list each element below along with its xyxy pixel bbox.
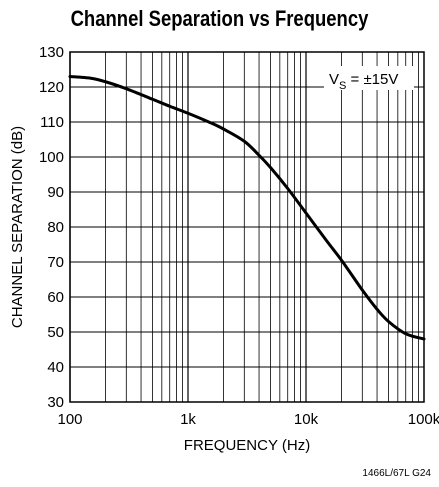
x-tick-label: 100 [57,411,82,428]
y-tick-label: 70 [47,254,64,271]
channel-separation-line [68,75,426,341]
x-axis-label: FREQUENCY (Hz) [184,437,310,454]
y-tick-label: 130 [39,44,64,61]
x-tick-label: 1k [180,411,196,428]
chart-title: Channel Separation vs Frequency [70,6,369,31]
y-tick-label: 120 [39,79,64,96]
tick-labels: 30 40 50 60 70 80 90 100 110 120 130 100 1k 10k 100k [39,44,439,428]
supply-voltage-annotation: VS = ±15V [329,71,398,92]
y-tick-label: 90 [47,184,64,201]
y-axis-label: CHANNEL SEPARATION (dB) [9,126,26,328]
x-tick-label: 10k [294,411,319,428]
plot-frame [69,51,425,403]
y-tick-label: 100 [39,149,64,166]
y-tick-label: 30 [47,394,64,411]
y-tick-label: 80 [47,219,64,236]
figure-reference: 1466L/67L G24 [362,468,431,479]
plot-lines [68,75,426,341]
y-tick-label: 40 [47,359,64,376]
annotation-box [324,66,414,90]
y-tick-label: 50 [47,324,64,341]
y-tick-label: 60 [47,289,64,306]
chart-grid [69,51,425,403]
y-tick-label: 110 [40,114,64,131]
x-tick-label: 100k [408,411,439,428]
